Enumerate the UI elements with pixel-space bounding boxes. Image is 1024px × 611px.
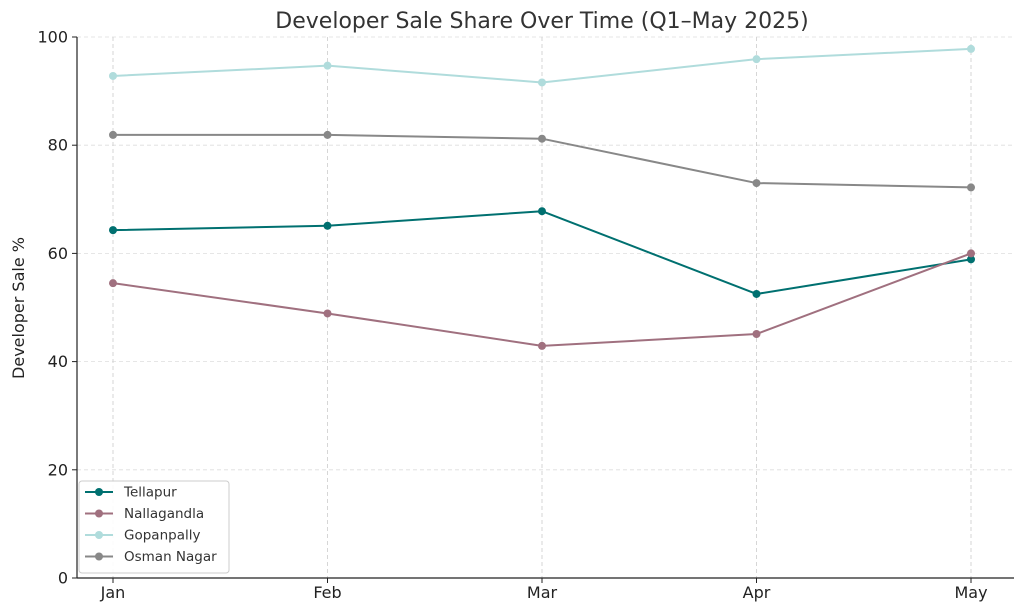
- y-tick-label: 100: [37, 28, 68, 47]
- data-point: [752, 179, 761, 188]
- y-tick-label: 20: [48, 460, 68, 479]
- y-tick-label: 40: [48, 352, 68, 371]
- data-point: [109, 226, 117, 235]
- data-point: [323, 130, 332, 139]
- legend: Tellapur Nallagandla Gopanpally Osman Nagar: [78, 480, 230, 574]
- data-point: [752, 289, 761, 298]
- legend-item: Tellapur: [85, 485, 177, 501]
- legend-item: Nallagandla: [85, 506, 204, 522]
- legend-label: Gopanpally: [124, 528, 200, 544]
- x-tick-label: Jan: [100, 583, 126, 602]
- data-point: [538, 134, 546, 143]
- legend-swatch-marker: [95, 509, 103, 518]
- x-tick-label: Mar: [527, 583, 558, 602]
- x-tick-label: Apr: [743, 583, 771, 602]
- data-point: [323, 61, 332, 70]
- legend-label: Osman Nagar: [124, 549, 217, 565]
- series-line: [112, 210, 972, 295]
- data-point: [109, 130, 117, 139]
- axes: [72, 36, 1014, 583]
- data-point: [967, 44, 975, 53]
- legend-swatch-marker: [95, 488, 103, 496]
- data-point: [109, 71, 117, 80]
- series-group: [109, 249, 975, 350]
- tick-labels: 0 20 40 60 80 100 Jan Feb Mar Apr May: [37, 28, 987, 603]
- legend-box: [78, 480, 230, 574]
- data-point: [538, 341, 546, 350]
- data-point: [967, 255, 975, 264]
- legend-label: Nallagandla: [124, 506, 204, 522]
- x-tick-label: Feb: [313, 583, 341, 602]
- x-tick-label: May: [954, 583, 987, 602]
- series-group: [109, 44, 975, 87]
- data-point: [538, 207, 546, 216]
- data-point: [538, 78, 546, 87]
- y-axis-label: Developer Sale %: [9, 237, 28, 379]
- y-tick-label: 80: [48, 136, 68, 155]
- series-group: [109, 207, 975, 298]
- chart-title: Developer Sale Share Over Time (Q1–May 2…: [275, 9, 808, 34]
- series-lines: [109, 44, 975, 350]
- legend-item: Osman Nagar: [85, 549, 217, 565]
- series-group: [109, 130, 975, 192]
- legend-item: Gopanpally: [85, 528, 200, 544]
- data-point: [967, 249, 975, 258]
- data-point: [752, 330, 761, 339]
- data-point: [109, 279, 117, 288]
- legend-swatch-marker: [95, 552, 103, 561]
- y-tick-label: 60: [48, 244, 68, 263]
- legend-label: Tellapur: [123, 485, 177, 501]
- data-point: [967, 183, 975, 192]
- data-point: [323, 309, 332, 318]
- y-tick-label: 0: [58, 569, 68, 588]
- data-point: [323, 221, 332, 230]
- data-point: [752, 55, 761, 64]
- legend-swatch-marker: [95, 531, 103, 539]
